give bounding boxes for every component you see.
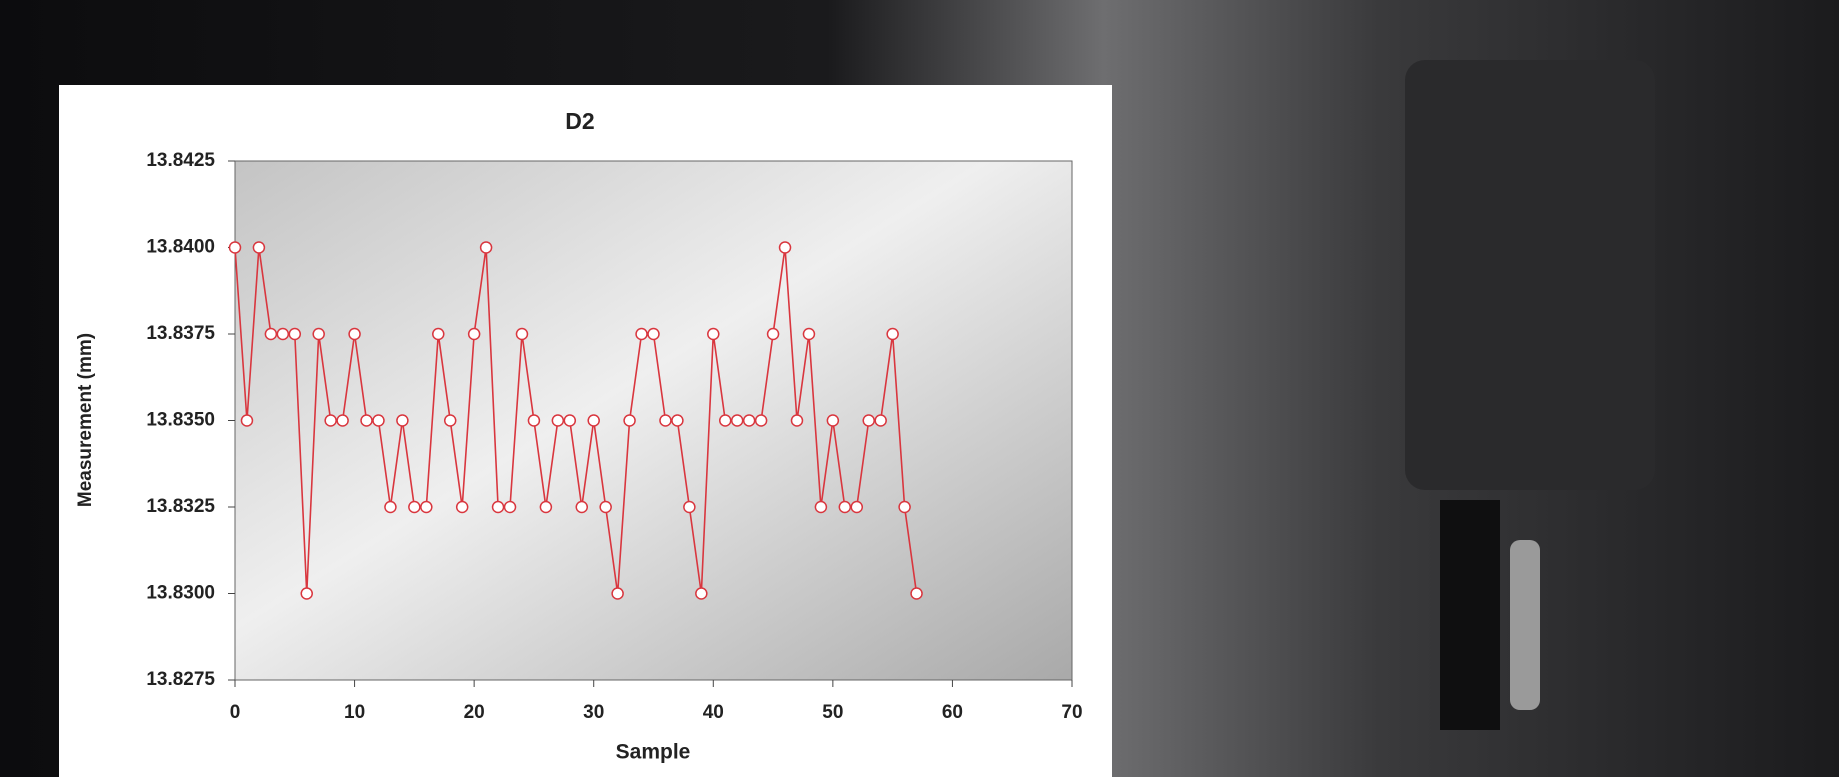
data-point bbox=[337, 415, 348, 426]
data-point bbox=[457, 502, 468, 513]
x-tick-label: 70 bbox=[1061, 702, 1082, 723]
y-tick-label: 13.8400 bbox=[146, 237, 215, 258]
data-point bbox=[397, 415, 408, 426]
data-point bbox=[289, 329, 300, 340]
data-point bbox=[803, 329, 814, 340]
data-point bbox=[791, 415, 802, 426]
y-tick-label: 13.8425 bbox=[146, 150, 215, 171]
data-point bbox=[540, 502, 551, 513]
data-point bbox=[313, 329, 324, 340]
data-point bbox=[708, 329, 719, 340]
data-point bbox=[409, 502, 420, 513]
y-tick-label: 13.8375 bbox=[146, 323, 215, 344]
data-point bbox=[839, 502, 850, 513]
data-point bbox=[253, 242, 264, 253]
y-tick-label: 13.8300 bbox=[146, 583, 215, 604]
data-point bbox=[301, 588, 312, 599]
data-point bbox=[265, 329, 276, 340]
data-point bbox=[851, 502, 862, 513]
probe bbox=[1440, 500, 1500, 730]
data-point bbox=[469, 329, 480, 340]
data-point bbox=[277, 329, 288, 340]
data-point bbox=[624, 415, 635, 426]
data-point bbox=[600, 502, 611, 513]
x-tick-label: 40 bbox=[703, 702, 724, 723]
data-point bbox=[732, 415, 743, 426]
y-tick-label: 13.8350 bbox=[146, 410, 215, 431]
x-tick-label: 20 bbox=[464, 702, 485, 723]
data-point bbox=[827, 415, 838, 426]
x-tick-label: 30 bbox=[583, 702, 604, 723]
data-point bbox=[875, 415, 886, 426]
data-point bbox=[720, 415, 731, 426]
data-point bbox=[780, 242, 791, 253]
data-point bbox=[768, 329, 779, 340]
data-point bbox=[756, 415, 767, 426]
data-point bbox=[505, 502, 516, 513]
data-point bbox=[887, 329, 898, 340]
data-point bbox=[241, 415, 252, 426]
data-point bbox=[588, 415, 599, 426]
data-point bbox=[684, 502, 695, 513]
page: D2 Sample Measurement (mm) 13.8275 13.830… bbox=[0, 0, 1839, 777]
probe-tip bbox=[1510, 540, 1540, 710]
data-point bbox=[636, 329, 647, 340]
data-point bbox=[612, 588, 623, 599]
data-point bbox=[528, 415, 539, 426]
y-tick-label: 13.8275 bbox=[146, 669, 215, 690]
data-point bbox=[373, 415, 384, 426]
data-point bbox=[493, 502, 504, 513]
data-point bbox=[899, 502, 910, 513]
data-point bbox=[863, 415, 874, 426]
data-point bbox=[445, 415, 456, 426]
data-point bbox=[421, 502, 432, 513]
chart-title: D2 bbox=[565, 108, 594, 134]
y-axis-label: Measurement (mm) bbox=[75, 333, 96, 507]
screenshot: D2 Sample Measurement (mm) 13.8275 13.830… bbox=[0, 0, 1839, 777]
data-point bbox=[481, 242, 492, 253]
data-point bbox=[325, 415, 336, 426]
data-point bbox=[552, 415, 563, 426]
x-axis-label: Sample bbox=[616, 741, 691, 764]
x-tick-label: 0 bbox=[230, 702, 241, 723]
data-point bbox=[648, 329, 659, 340]
data-point bbox=[349, 329, 360, 340]
y-tick-label: 13.8325 bbox=[146, 496, 215, 517]
data-point bbox=[815, 502, 826, 513]
data-point bbox=[564, 415, 575, 426]
data-point bbox=[696, 588, 707, 599]
data-point bbox=[672, 415, 683, 426]
data-point bbox=[576, 502, 587, 513]
data-point bbox=[230, 242, 241, 253]
data-point bbox=[911, 588, 922, 599]
x-tick-label: 60 bbox=[942, 702, 963, 723]
x-tick-label: 10 bbox=[344, 702, 365, 723]
data-point bbox=[385, 502, 396, 513]
data-point bbox=[744, 415, 755, 426]
x-tick-label: 50 bbox=[822, 702, 843, 723]
machine-head bbox=[1405, 60, 1655, 490]
data-point bbox=[516, 329, 527, 340]
data-point bbox=[433, 329, 444, 340]
data-point bbox=[361, 415, 372, 426]
data-point bbox=[660, 415, 671, 426]
